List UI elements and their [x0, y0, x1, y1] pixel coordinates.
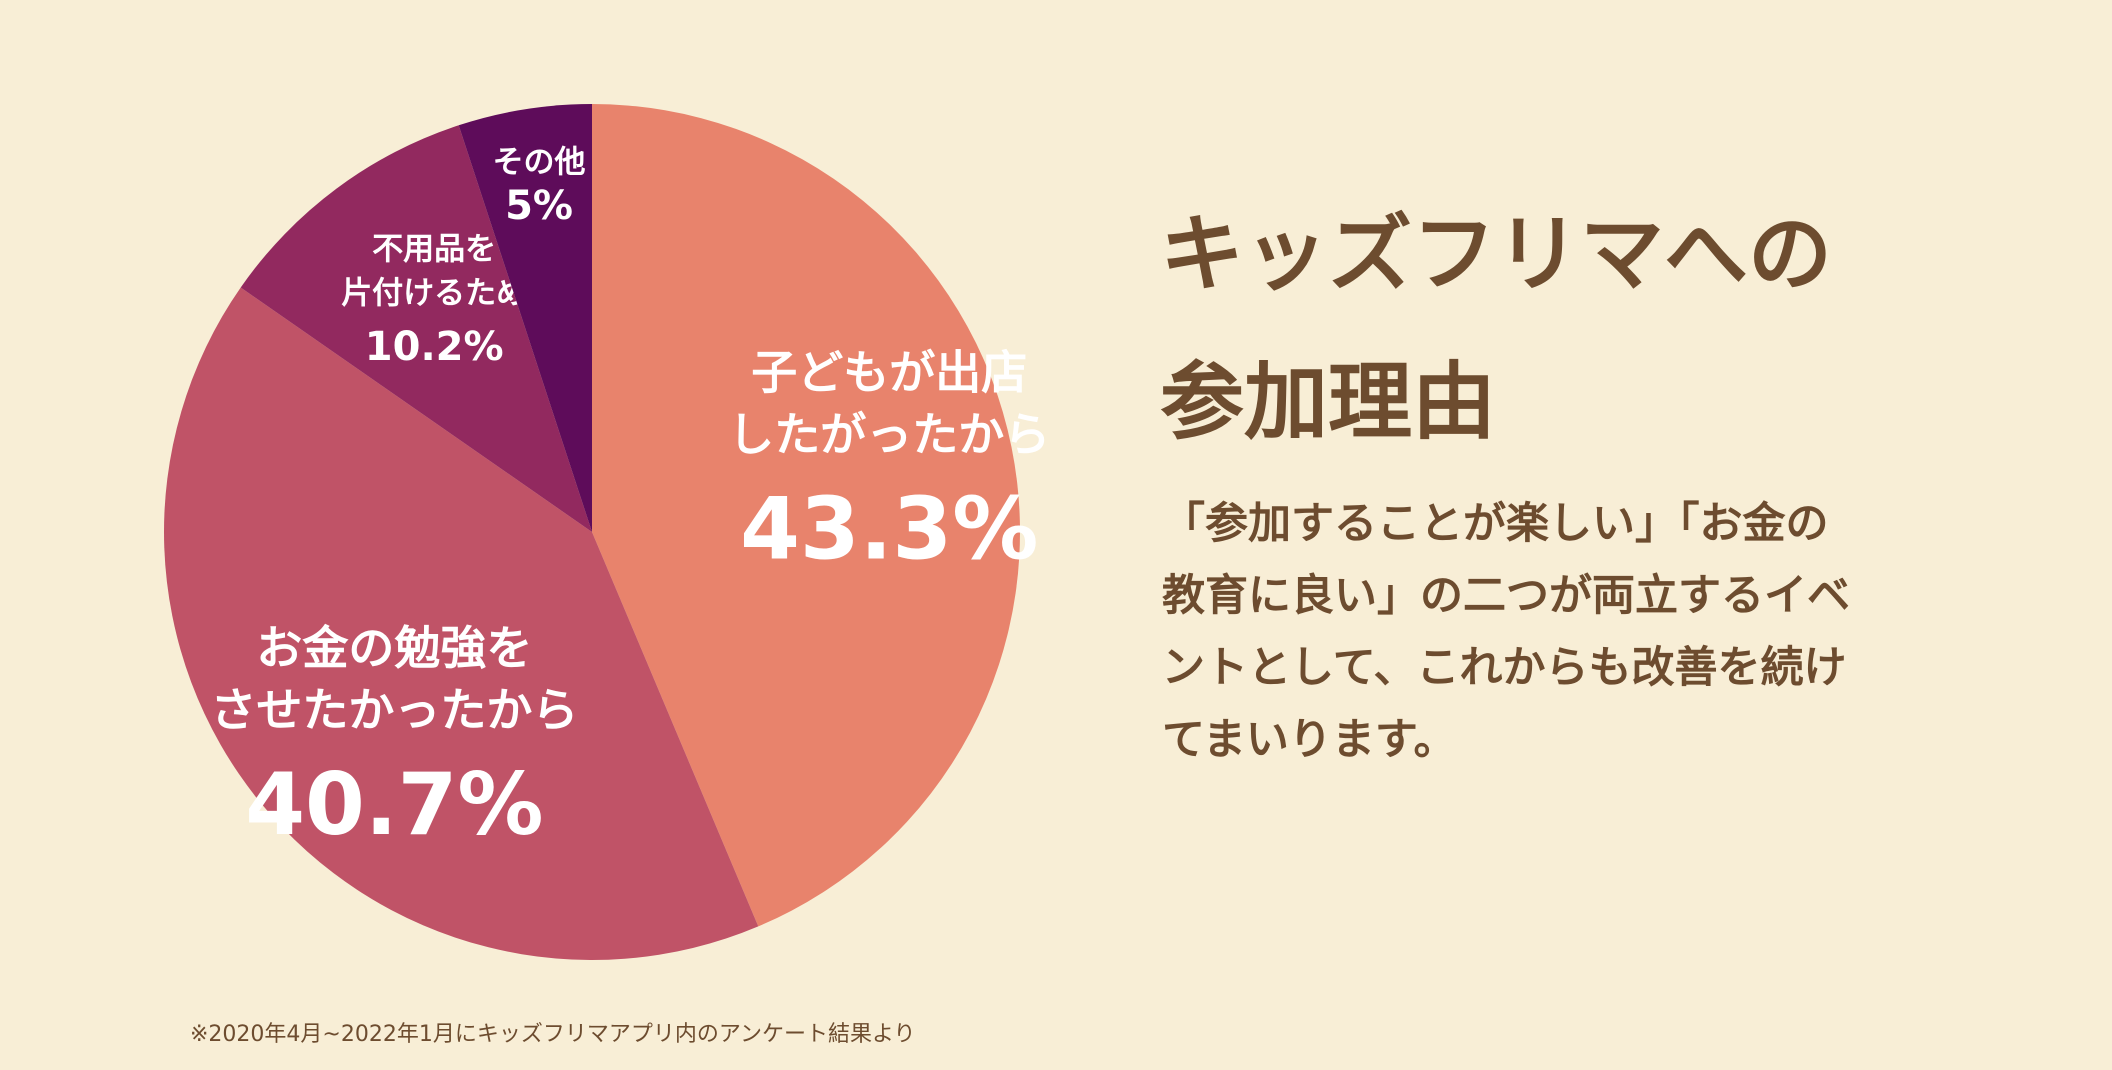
- description-line-2: 教育に良い」の二つが両立するイベ: [1162, 571, 1850, 621]
- pie-slice-2: [164, 287, 759, 960]
- slice-4-value-label: 5%: [505, 183, 573, 229]
- description: 「参加することが楽しい」「お金の 教育に良い」の二つが両立するイベ ントとして、…: [1162, 488, 2042, 776]
- slice-3-label-line-2: 片付けるため: [341, 275, 527, 311]
- slice-3-value-label: 10.2%: [365, 324, 504, 370]
- slice-2-label-line-1: お金の勉強を: [256, 621, 532, 675]
- headline-line-2: 参加理由: [1160, 353, 1497, 451]
- headline-line-1: キッズフリマへの: [1160, 205, 1833, 303]
- pie-slice-3: [240, 125, 592, 532]
- pie-slice-4: [458, 104, 592, 532]
- slice-1-label-line-1: 子どもが出店: [751, 346, 1027, 400]
- slice-2-label-line-2: させたかったから: [210, 683, 578, 737]
- headline: キッズフリマへの 参加理由: [1160, 180, 2060, 476]
- pie-slice-1: [592, 104, 1020, 927]
- slice-3-label-line-1: 不用品を: [372, 231, 496, 267]
- description-line-3: ントとして、これからも改善を続け: [1162, 643, 1847, 693]
- source-footnote: ※2020年4月~2022年1月にキッズフリマアプリ内のアンケート結果より: [190, 1022, 916, 1047]
- slice-1-label-line-2: したがったから: [728, 408, 1050, 462]
- slice-4-label-line-1: その他: [493, 145, 586, 181]
- slice-2-value-label: 40.7%: [245, 755, 543, 855]
- slice-1-value-label: 43.3%: [740, 480, 1038, 580]
- description-line-4: てまいります。: [1162, 715, 1457, 765]
- description-line-1: 「参加することが楽しい」「お金の: [1162, 499, 1829, 549]
